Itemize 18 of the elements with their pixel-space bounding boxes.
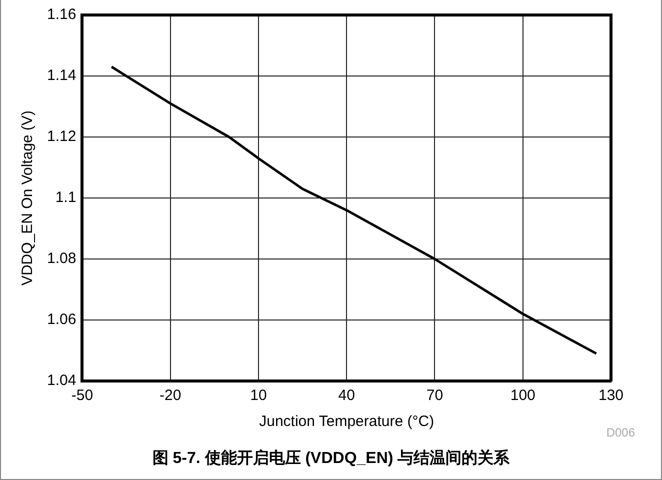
y-tick-label: 1.06	[46, 311, 76, 328]
text: 图 5-7. 使能开启电压 (VDDQ_EN) 与结温间的关系	[151, 448, 511, 469]
x-tick-label: -50	[71, 387, 94, 404]
y-tick-label: 1.08	[46, 250, 76, 268]
y-tick-label: 1.14	[46, 67, 76, 84]
y-axis-title: VDDQ_EN On Voltage (V)	[19, 110, 36, 286]
x-tick-label: 40	[338, 387, 355, 404]
x-tick-label: -20	[159, 387, 182, 404]
x-axis-title: Junction Temperature (°C)	[259, 413, 434, 430]
x-tick-label: 70	[426, 387, 444, 404]
text: D006	[606, 425, 636, 440]
x-tick-label: 130	[598, 387, 624, 404]
y-tick-label: 1.12	[46, 128, 76, 146]
x-tick-label: 100	[510, 387, 536, 404]
x-tick-label: 10	[250, 387, 267, 404]
y-tick-label: 1.04	[46, 372, 76, 390]
y-tick-label: 1.16	[46, 6, 76, 24]
y-tick-label: 1.1	[55, 189, 76, 206]
